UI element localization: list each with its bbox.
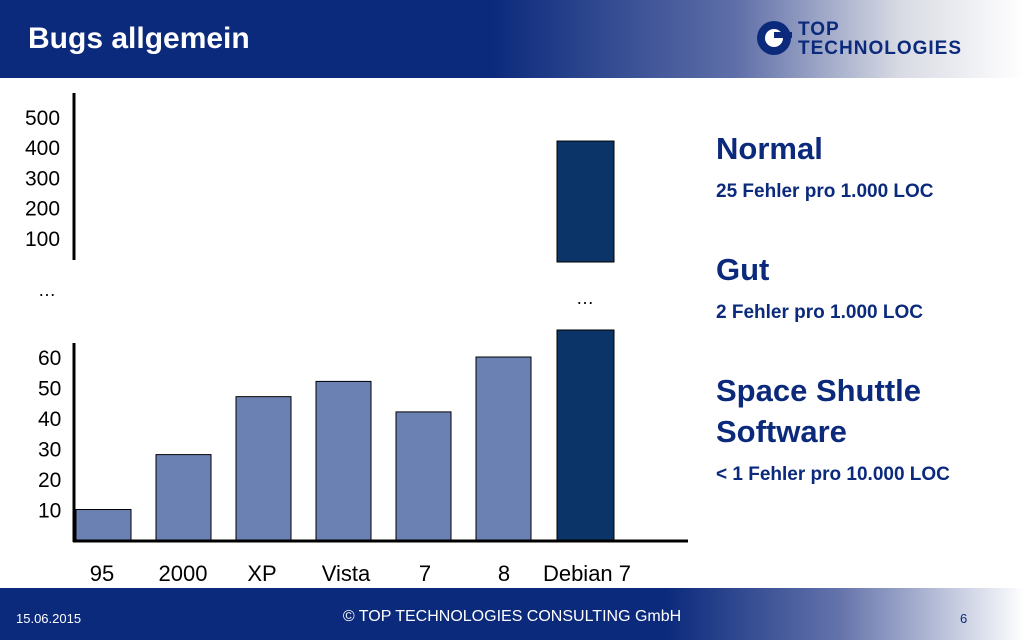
x-tick-label: Debian 7 bbox=[543, 561, 631, 586]
y-tick-label: 200 bbox=[25, 198, 60, 221]
page-number: 6 bbox=[960, 611, 968, 626]
y-tick-label: 30 bbox=[38, 439, 61, 462]
footer-bar: 15.06.2015 © TOP TECHNOLOGIES CONSULTING… bbox=[0, 588, 1024, 640]
bar bbox=[235, 396, 292, 541]
x-tick-label: 8 bbox=[498, 561, 510, 586]
shuttle-heading-line-2: Software bbox=[716, 414, 847, 449]
shuttle-text: < 1 Fehler pro 10.000 LOC bbox=[716, 464, 950, 485]
bar bbox=[155, 454, 212, 541]
x-tick-label: Vista bbox=[322, 561, 371, 586]
page-title: Bugs allgemein bbox=[28, 22, 250, 55]
bar-break-ellipsis: … bbox=[576, 288, 594, 308]
footer-date: 15.06.2015 bbox=[16, 611, 82, 626]
shuttle-heading-line-1: Space Shuttle bbox=[716, 373, 921, 408]
header-bar: Bugs allgemein TOP TECHNOLOGIES bbox=[0, 0, 1024, 78]
bar bbox=[315, 380, 372, 541]
x-tick-label: 95 bbox=[90, 561, 114, 586]
x-tick-label: XP bbox=[247, 561, 276, 586]
logo-line-1: TOP bbox=[798, 19, 840, 40]
y-tick-label: 10 bbox=[38, 500, 61, 523]
y-tick-label: 50 bbox=[38, 378, 61, 401]
y-tick-label: 400 bbox=[25, 137, 60, 160]
gut-text: 2 Fehler pro 1.000 LOC bbox=[716, 302, 923, 323]
axis-break-ellipsis: … bbox=[38, 280, 56, 300]
y-tick-label: 300 bbox=[25, 167, 60, 190]
y-tick-label: 20 bbox=[38, 469, 61, 492]
logo-line-2: TECHNOLOGIES bbox=[798, 38, 963, 59]
y-tick-label: 100 bbox=[25, 228, 60, 251]
normal-text: 25 Fehler pro 1.000 LOC bbox=[716, 181, 934, 202]
bar bbox=[475, 356, 532, 541]
bar bbox=[395, 411, 452, 541]
company-logo: TOP TECHNOLOGIES bbox=[754, 18, 994, 60]
logo-text: TOP TECHNOLOGIES bbox=[798, 20, 962, 58]
y-tick-label: 60 bbox=[38, 347, 61, 370]
x-tick-label: 7 bbox=[419, 561, 431, 586]
gut-heading: Gut bbox=[716, 252, 770, 287]
logo-icon bbox=[757, 21, 792, 55]
x-tick-label: 2000 bbox=[159, 561, 208, 586]
bar bbox=[75, 509, 132, 541]
bar-lower-segment bbox=[556, 329, 615, 541]
footer-copyright: © TOP TECHNOLOGIES CONSULTING GmbH bbox=[342, 608, 682, 625]
bug-bar-chart: 10 20 30 40 50 60 100 200 300 400 500 … … 95 2000 XP Vis… bbox=[25, 93, 688, 586]
y-tick-label: 500 bbox=[25, 107, 60, 130]
y-tick-label: 40 bbox=[38, 408, 61, 431]
normal-heading: Normal bbox=[716, 131, 823, 166]
bar-upper-segment bbox=[556, 140, 615, 263]
